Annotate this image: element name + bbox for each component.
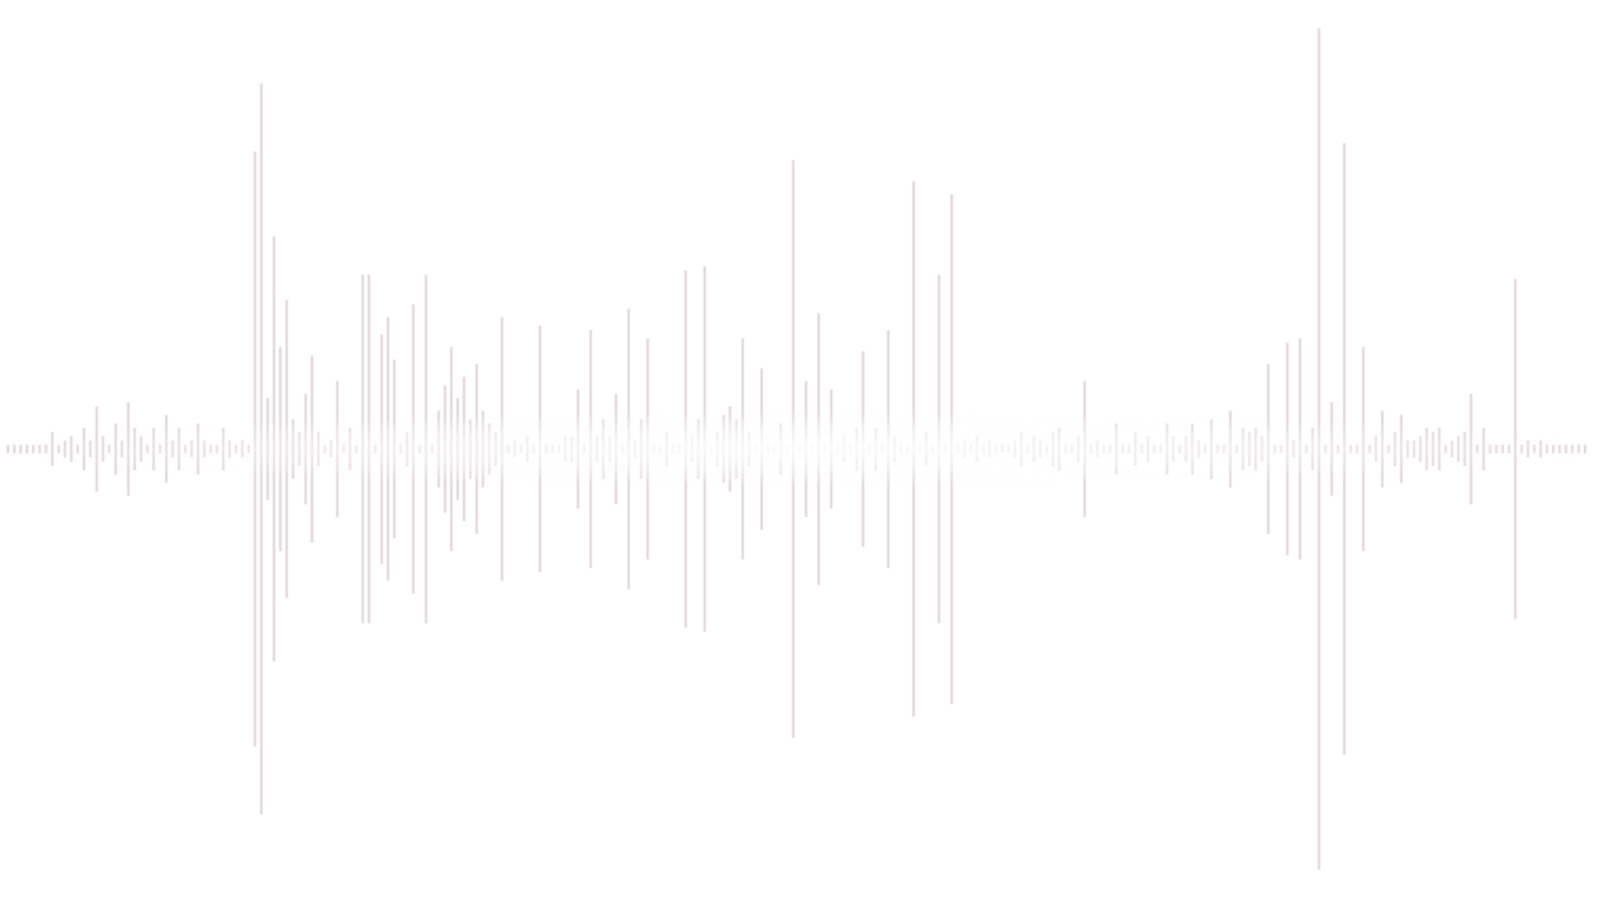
center-glow xyxy=(0,411,1617,487)
